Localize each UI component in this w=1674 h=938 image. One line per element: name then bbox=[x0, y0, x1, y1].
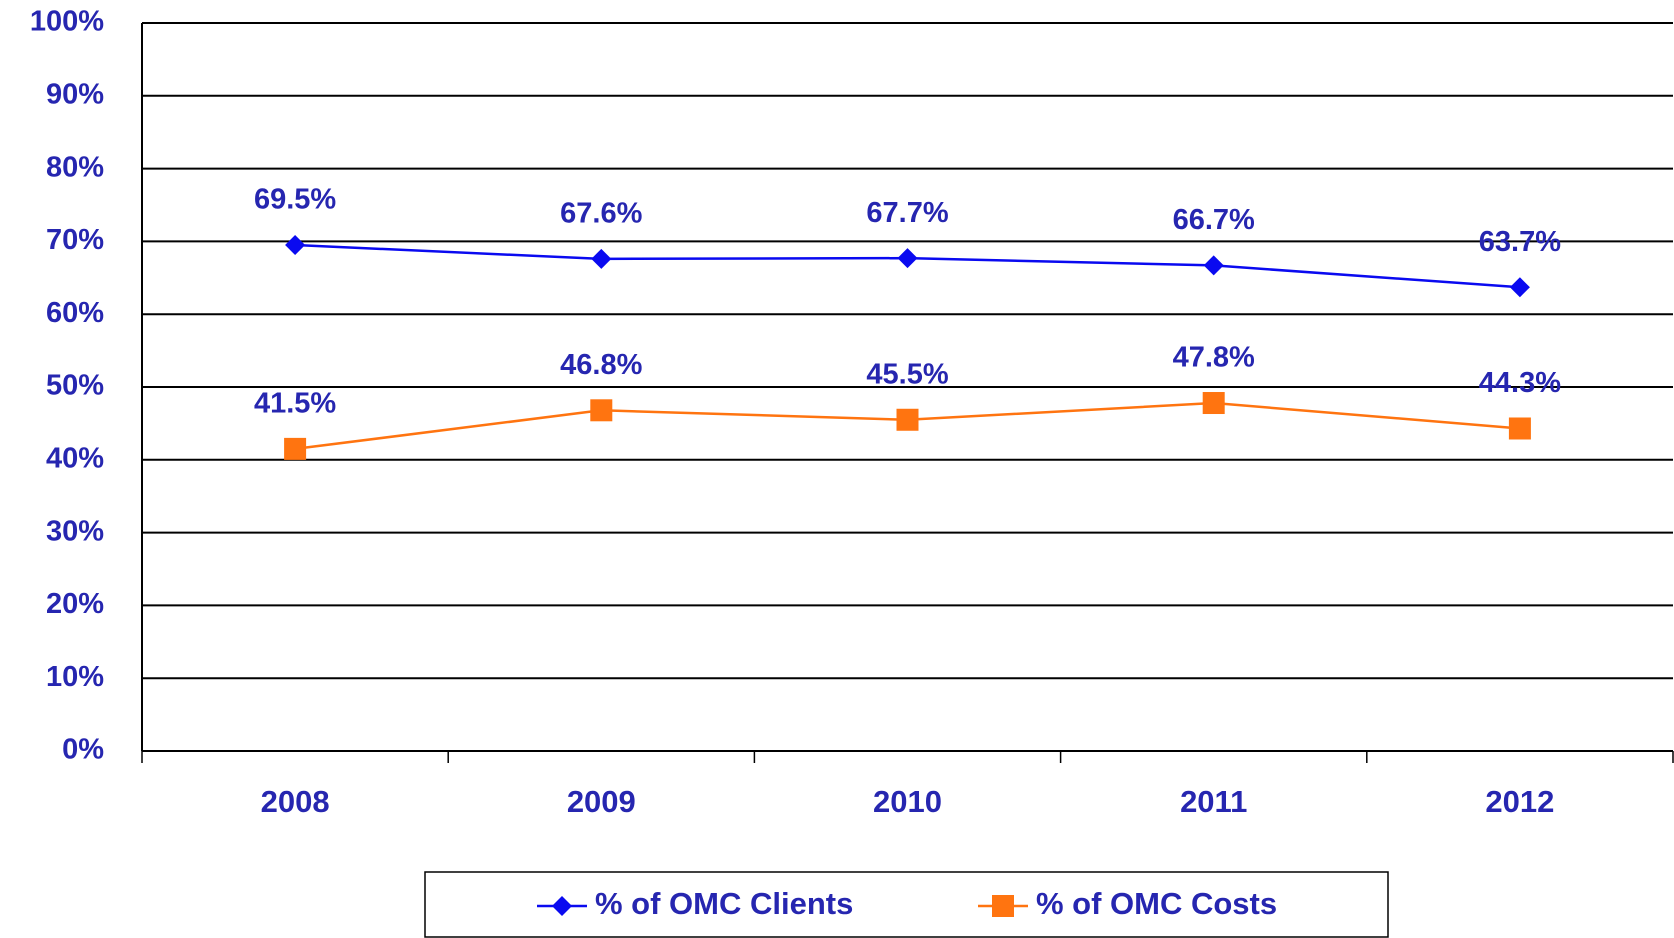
point bbox=[897, 248, 918, 269]
data-label: 63.7% bbox=[1479, 226, 1561, 258]
legend-label: % of OMC Clients bbox=[595, 886, 853, 921]
y-tick-label: 100% bbox=[30, 6, 104, 38]
point bbox=[1509, 277, 1530, 298]
y-tick-label: 90% bbox=[46, 78, 104, 110]
legend-label: % of OMC Costs bbox=[1036, 886, 1277, 921]
point bbox=[896, 408, 919, 431]
point bbox=[590, 399, 613, 422]
point bbox=[552, 896, 572, 916]
data-label: 66.7% bbox=[1173, 204, 1255, 236]
y-tick-label: 20% bbox=[46, 588, 104, 620]
point bbox=[1202, 392, 1225, 415]
data-label: 47.8% bbox=[1173, 342, 1255, 374]
data-label: 67.6% bbox=[560, 198, 642, 230]
x-tick-label: 2008 bbox=[261, 784, 330, 819]
data-label: 44.3% bbox=[1479, 367, 1561, 399]
point bbox=[285, 235, 306, 256]
legend-box bbox=[424, 871, 1389, 938]
x-tick-label: 2010 bbox=[873, 784, 942, 819]
data-label: 46.8% bbox=[560, 349, 642, 381]
x-tick-label: 2012 bbox=[1485, 784, 1554, 819]
y-tick-label: 10% bbox=[46, 661, 104, 693]
y-tick-label: 60% bbox=[46, 297, 104, 329]
point bbox=[591, 248, 612, 269]
y-tick-label: 0% bbox=[62, 734, 104, 766]
x-tick-label: 2011 bbox=[1180, 784, 1247, 819]
data-label: 69.5% bbox=[254, 184, 336, 216]
y-tick-label: 50% bbox=[46, 370, 104, 402]
point bbox=[1203, 255, 1224, 276]
y-tick-label: 30% bbox=[46, 515, 104, 547]
x-tick-label: 2009 bbox=[567, 784, 636, 819]
data-label: 41.5% bbox=[254, 388, 336, 420]
data-label: 67.7% bbox=[866, 197, 948, 229]
y-tick-label: 80% bbox=[46, 151, 104, 183]
y-tick-label: 70% bbox=[46, 224, 104, 256]
data-label: 45.5% bbox=[866, 358, 948, 390]
y-tick-label: 40% bbox=[46, 442, 104, 474]
point bbox=[1508, 417, 1531, 440]
point bbox=[992, 895, 1014, 917]
point bbox=[284, 437, 307, 460]
